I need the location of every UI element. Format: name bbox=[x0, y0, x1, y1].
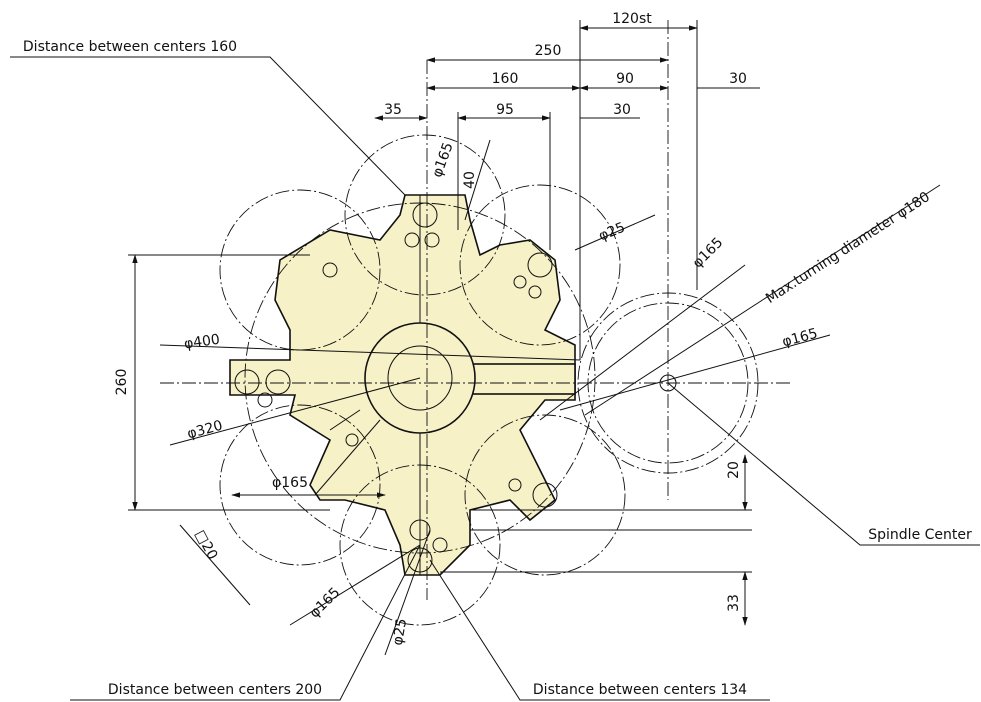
dimension: 30 bbox=[613, 102, 631, 118]
dimension: 20 bbox=[726, 461, 742, 479]
dimension: φ165 bbox=[429, 140, 456, 179]
callout: Distance between centers 200 bbox=[108, 682, 322, 698]
dimension: φ165 bbox=[307, 585, 344, 622]
dimension: □20 bbox=[192, 528, 221, 563]
dimension: 33 bbox=[726, 594, 742, 612]
dimension: 30 bbox=[729, 71, 747, 87]
leader-lines-part bbox=[10, 57, 405, 195]
leader-lines-part bbox=[668, 383, 980, 545]
callout: Spindle Center bbox=[868, 527, 972, 543]
dimension: 160 bbox=[492, 71, 519, 87]
dimension: φ165 bbox=[781, 326, 820, 351]
dimension: 250 bbox=[535, 43, 562, 59]
dimension: 90 bbox=[616, 71, 634, 87]
dimension: φ165 bbox=[272, 475, 308, 491]
dimension: 260 bbox=[114, 369, 130, 396]
dimension: φ25 bbox=[596, 220, 627, 245]
dimension: φ400 bbox=[183, 332, 221, 353]
leader-lines-part bbox=[430, 560, 770, 700]
dimension: 35 bbox=[384, 102, 402, 118]
dimension: φ320 bbox=[186, 418, 225, 443]
dimension: φ25 bbox=[390, 617, 410, 646]
callout: Distance between centers 160 bbox=[23, 39, 237, 55]
dimension: 95 bbox=[496, 102, 514, 118]
turret bbox=[230, 195, 575, 575]
leader-lines-part bbox=[70, 545, 420, 700]
callout: Distance between centers 134 bbox=[533, 682, 747, 698]
callout: Max.turning diameter φ180 bbox=[763, 189, 933, 307]
dimension: 120st bbox=[612, 11, 652, 27]
dimension: φ165 bbox=[690, 235, 727, 272]
dimension: 40 bbox=[462, 171, 478, 189]
drawing: Distance between centers 160 Distance be… bbox=[0, 0, 981, 702]
